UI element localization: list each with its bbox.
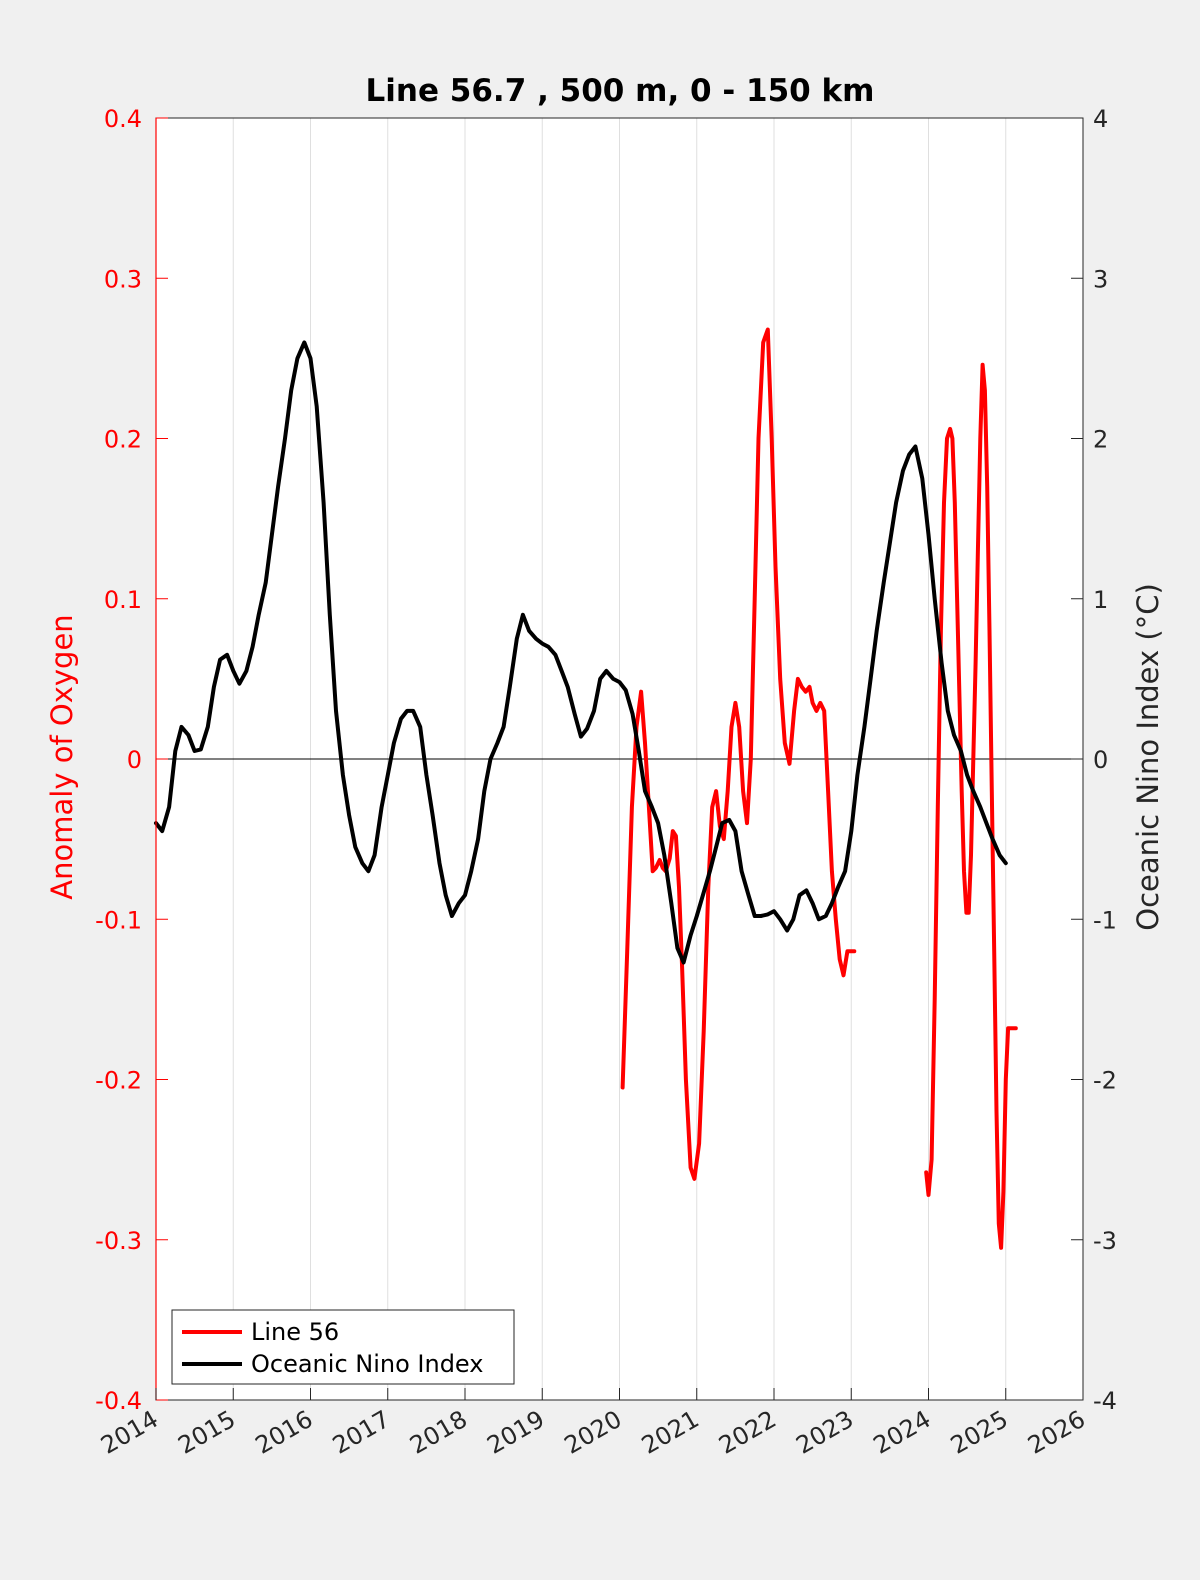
- left-tick-label: -0.4: [95, 1387, 142, 1415]
- right-tick-label: -4: [1093, 1387, 1117, 1415]
- series-lines: [154, 327, 1018, 1250]
- left-tick-label: 0: [127, 746, 142, 774]
- right-tick-label: -3: [1093, 1227, 1117, 1255]
- left-tick-label: 0.3: [104, 265, 142, 293]
- left-tick-label: -0.1: [95, 906, 142, 934]
- legend: Line 56 Oceanic Nino Index: [171, 1309, 515, 1385]
- right-tick-label: 4: [1093, 105, 1108, 133]
- legend-box: [171, 1309, 515, 1385]
- legend-label-line56: Line 56: [251, 1318, 339, 1346]
- left-tick-label: 0.4: [104, 105, 142, 133]
- left-tick-label: 0.1: [104, 586, 142, 614]
- left-axis-label: Anomaly of Oxygen: [45, 614, 79, 899]
- series-line-line-56-segment-1: [620, 327, 857, 1181]
- right-tick-label: 2: [1093, 426, 1108, 454]
- right-tick-label: 1: [1093, 586, 1108, 614]
- right-axis-label: Oceanic Nino Index (°C): [1131, 583, 1165, 931]
- right-tick-label: -2: [1093, 1067, 1117, 1095]
- left-tick-label: -0.2: [95, 1067, 142, 1095]
- right-axis-ticks: -4 -3 -2 -1 0 1 2 3 4: [1071, 105, 1117, 1415]
- series-line-line-56-segment-2: [924, 362, 1018, 1250]
- left-tick-label: -0.3: [95, 1227, 142, 1255]
- left-tick-label: 0.2: [104, 426, 142, 454]
- legend-label-oni: Oceanic Nino Index: [251, 1350, 483, 1378]
- right-tick-label: 0: [1093, 746, 1108, 774]
- right-tick-label: -1: [1093, 906, 1117, 934]
- chart-title: Line 56.7 , 500 m, 0 - 150 km: [366, 73, 875, 109]
- series-line-oceanic-nino-index: [154, 340, 1008, 965]
- right-tick-label: 3: [1093, 265, 1108, 293]
- left-axis-ticks: -0.4 -0.3 -0.2 -0.1 0 0.1 0.2 0.3 0.4: [95, 105, 168, 1415]
